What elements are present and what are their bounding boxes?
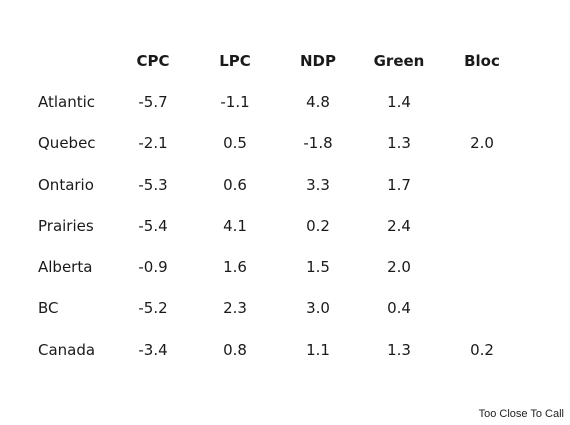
cell-ontario-ndp: 3.3 [306, 176, 330, 194]
header-lpc: LPC [219, 52, 251, 70]
row-label-atlantic: Atlantic [38, 93, 96, 111]
cell-atlantic-cpc: -5.7 [138, 93, 168, 111]
row-label-alberta: Alberta [38, 258, 93, 276]
cell-ontario-cpc: -5.3 [138, 176, 168, 194]
cell-atlantic-ndp: 4.8 [306, 93, 330, 111]
cell-quebec-bloc: 2.0 [470, 134, 494, 152]
cell-quebec-green: 1.3 [387, 134, 411, 152]
cell-canada-ndp: 1.1 [306, 341, 330, 359]
cell-prairies-green: 2.4 [387, 217, 411, 235]
cell-canada-lpc: 0.8 [223, 341, 247, 359]
cell-canada-cpc: -3.4 [138, 341, 168, 359]
cell-prairies-ndp: 0.2 [306, 217, 330, 235]
header-bloc: Bloc [464, 52, 500, 70]
row-label-quebec: Quebec [38, 134, 96, 152]
cell-quebec-cpc: -2.1 [138, 134, 168, 152]
cell-alberta-lpc: 1.6 [223, 258, 247, 276]
cell-quebec-ndp: -1.8 [303, 134, 333, 152]
header-green: Green [373, 52, 425, 70]
cell-alberta-ndp: 1.5 [306, 258, 330, 276]
cell-canada-green: 1.3 [387, 341, 411, 359]
cell-alberta-cpc: -0.9 [138, 258, 168, 276]
cell-canada-bloc: 0.2 [470, 341, 494, 359]
row-label-prairies: Prairies [38, 217, 94, 235]
row-label-canada: Canada [38, 341, 96, 359]
row-label-ontario: Ontario [38, 176, 94, 194]
row-label-bc: BC [38, 299, 59, 317]
cell-bc-ndp: 3.0 [306, 299, 330, 317]
cell-ontario-green: 1.7 [387, 176, 411, 194]
cell-ontario-lpc: 0.6 [223, 176, 247, 194]
cell-bc-cpc: -5.2 [138, 299, 168, 317]
cell-alberta-green: 2.0 [387, 258, 411, 276]
cell-quebec-lpc: 0.5 [223, 134, 247, 152]
source-credit: Too Close To Call [478, 408, 564, 420]
header-cpc: CPC [136, 52, 170, 70]
cell-bc-green: 0.4 [387, 299, 411, 317]
cell-atlantic-green: 1.4 [387, 93, 411, 111]
header-ndp: NDP [300, 52, 336, 70]
cell-prairies-lpc: 4.1 [223, 217, 247, 235]
cell-bc-lpc: 2.3 [223, 299, 247, 317]
cell-atlantic-lpc: -1.1 [220, 93, 250, 111]
cell-prairies-cpc: -5.4 [138, 217, 168, 235]
